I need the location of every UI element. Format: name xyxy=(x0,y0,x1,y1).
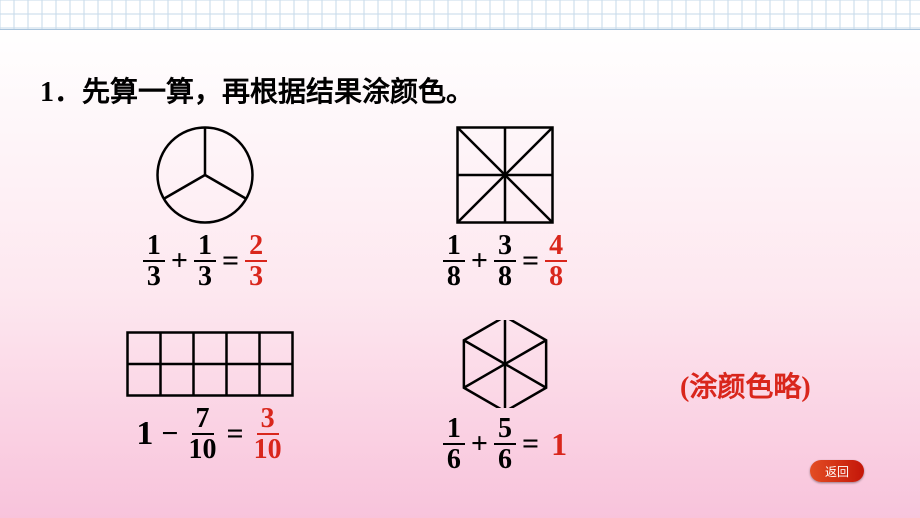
question-body: 先算一算，再根据结果涂颜色。 xyxy=(82,77,474,108)
equation: 16+56=1 xyxy=(440,414,570,475)
problem-p1: 13+13=23 xyxy=(140,125,270,292)
equation: 18+38=48 xyxy=(440,231,570,292)
shape-hexagon-sixths xyxy=(440,320,570,408)
question-text: 1．先算一算，再根据结果涂颜色。 xyxy=(40,70,474,110)
problem-p2: 18+38=48 xyxy=(440,125,570,292)
question-number: 1． xyxy=(40,77,82,108)
problem-p4: 16+56=1 xyxy=(440,320,570,475)
shape-circle-thirds xyxy=(140,125,270,225)
coloring-note: (涂颜色略) xyxy=(680,365,811,405)
shape-rect-2x5 xyxy=(110,330,310,398)
return-button[interactable]: 返回 xyxy=(810,460,864,482)
equation: 13+13=23 xyxy=(140,231,270,292)
problem-p3: 1−710=310 xyxy=(110,330,310,465)
header-grid-strip xyxy=(0,0,920,30)
shape-square-eighths xyxy=(440,125,570,225)
equation: 1−710=310 xyxy=(110,404,310,465)
return-button-label: 返回 xyxy=(825,463,849,480)
